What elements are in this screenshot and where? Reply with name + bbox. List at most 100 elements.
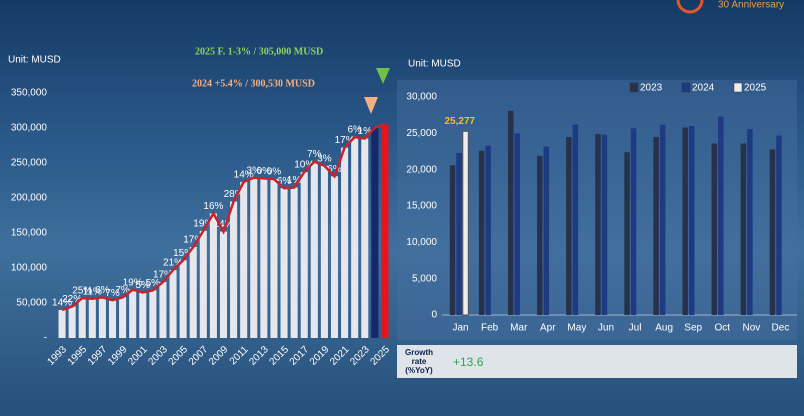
x-tick-label: Apr <box>540 323 556 334</box>
y-tick-label: 200,000 <box>11 193 48 204</box>
growth-label: 16% <box>203 201 223 212</box>
bar <box>260 178 268 338</box>
x-tick-label: 2021 <box>328 344 352 368</box>
marker <box>376 68 390 84</box>
logo <box>676 0 704 14</box>
x-tick-label: 2011 <box>228 344 251 367</box>
y-tick-label: 300,000 <box>11 123 48 134</box>
y-tick-label: 15,000 <box>406 201 437 212</box>
bar <box>199 230 207 338</box>
x-tick-label: 2017 <box>288 344 312 368</box>
bar <box>139 292 147 338</box>
growth-label: 19% <box>193 219 213 230</box>
bar <box>119 297 127 338</box>
bar <box>361 138 369 338</box>
unit-label: Unit: MUSD <box>408 59 461 70</box>
bar <box>159 282 167 338</box>
legend-swatch <box>733 82 743 93</box>
growth-label: 14% <box>52 298 72 309</box>
growth-label: 3% <box>317 153 332 164</box>
growth-label: 5% <box>136 280 151 291</box>
legend-label: 2025 <box>744 83 767 94</box>
y-tick-label: 10,000 <box>406 237 437 248</box>
bar <box>682 127 688 316</box>
bar <box>566 136 572 315</box>
growth-label: 17% <box>183 235 203 246</box>
y-tick-label: 250,000 <box>11 158 48 169</box>
x-tick-label: Oct <box>715 323 731 334</box>
growth-label: 17% <box>153 270 173 281</box>
bar <box>537 155 543 315</box>
x-tick-label: 1997 <box>86 344 110 368</box>
bar <box>371 127 379 338</box>
growth-label: 25% <box>72 286 92 297</box>
bar <box>740 143 747 315</box>
bar <box>149 290 157 338</box>
x-tick-label: Jan <box>452 323 468 334</box>
growth-label: 0% <box>267 167 282 178</box>
bar <box>653 136 659 315</box>
bar <box>310 161 318 338</box>
growth-label: 5% <box>146 278 161 289</box>
bar <box>108 300 117 338</box>
y-tick-label: 5,000 <box>412 273 437 284</box>
table-header: Growth rate (%YoY) <box>405 348 433 375</box>
legend-swatch <box>629 82 639 93</box>
x-tick-label: 2009 <box>207 344 231 368</box>
table: Growth rate (%YoY) +13.6 <box>397 345 797 378</box>
marker <box>364 97 378 114</box>
bar <box>270 179 278 338</box>
x-tick-label: Jun <box>598 323 614 334</box>
x-tick-label: 2015 <box>268 344 292 368</box>
growth-label: 6% <box>277 176 292 187</box>
growth-label: 6% <box>327 164 342 175</box>
bar <box>718 116 724 316</box>
bar <box>169 270 177 338</box>
bar <box>449 165 456 315</box>
bar <box>300 172 308 338</box>
legend-label: 2024 <box>692 83 715 94</box>
bar <box>381 124 389 338</box>
growth-label: 21% <box>163 258 183 269</box>
growth-label: 6% <box>347 125 362 136</box>
x-tick-label: 2025 <box>368 344 392 368</box>
bar <box>88 298 96 338</box>
value-label: 25,277 <box>444 116 475 127</box>
legend-swatch <box>681 82 691 93</box>
y-tick-label: 50,000 <box>16 298 47 309</box>
trend-line <box>61 123 386 312</box>
bar <box>630 128 637 315</box>
bar <box>58 310 66 338</box>
bar <box>711 143 718 315</box>
bar <box>485 145 491 315</box>
bar <box>514 133 520 315</box>
bar <box>769 149 776 315</box>
x-tick-label: Mar <box>510 323 528 334</box>
bar <box>659 124 666 315</box>
growth-label: 19% <box>123 277 143 288</box>
y-tick-label: 350,000 <box>11 88 48 99</box>
growth-label: 11% <box>83 286 102 297</box>
growth-label: 14% <box>234 170 254 181</box>
bar <box>462 130 469 316</box>
bar <box>601 134 608 315</box>
bar <box>189 247 197 338</box>
badge: 30 Anniversary <box>718 0 784 11</box>
x-tick-label: 2019 <box>308 344 332 368</box>
y-tick-label: 0 <box>431 310 437 321</box>
x-tick-label: May <box>567 323 586 334</box>
bar <box>78 298 86 338</box>
x-tick-label: 2023 <box>348 344 372 368</box>
unit-label: Unit: MUSD <box>8 55 61 66</box>
x-tick-label: 1993 <box>46 344 70 368</box>
x-tick-label: 1999 <box>106 344 130 368</box>
bar <box>98 297 106 338</box>
growth-label: 3% <box>247 165 262 176</box>
bar <box>280 188 288 338</box>
bar <box>290 187 298 338</box>
growth-label: 0% <box>257 166 272 177</box>
growth-label: 1% <box>287 175 302 186</box>
growth-label: 15% <box>173 248 193 259</box>
